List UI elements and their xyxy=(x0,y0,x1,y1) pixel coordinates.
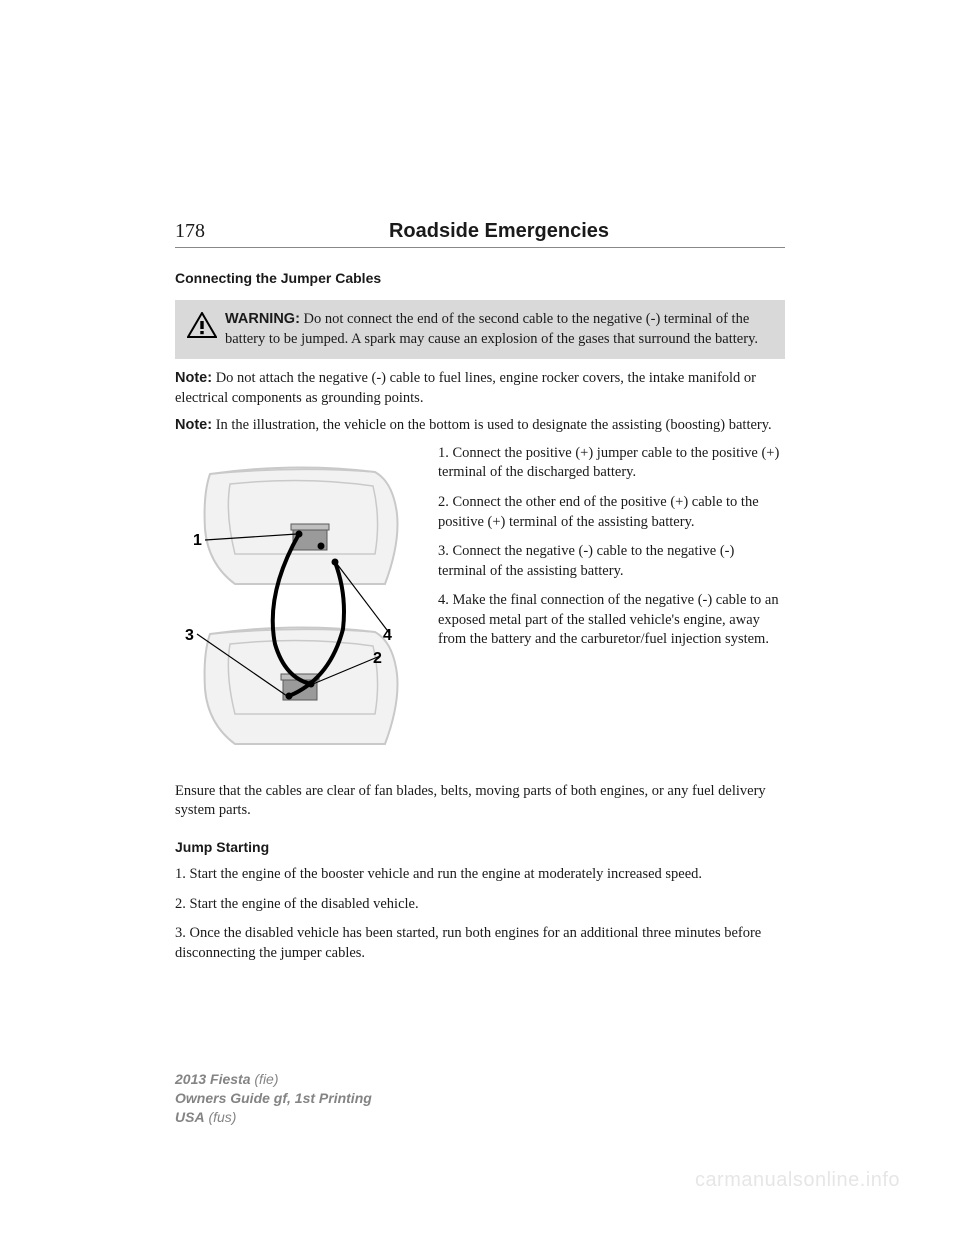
jump-step-3: 3. Once the disabled vehicle has been st… xyxy=(175,924,785,963)
page-header: 178 Roadside Emergencies xyxy=(175,220,785,248)
step-1: 1. Connect the positive (+) jumper cable… xyxy=(438,444,785,483)
jumper-diagram: 1 2 3 4 xyxy=(175,444,420,764)
note-2-text: In the illustration, the vehicle on the … xyxy=(212,417,772,433)
jump-step-1: 1. Start the engine of the booster vehic… xyxy=(175,865,785,885)
connection-steps: 1. Connect the positive (+) jumper cable… xyxy=(438,444,785,764)
chapter-title: Roadside Emergencies xyxy=(213,220,785,243)
diagram-callout-1: 1 xyxy=(193,532,202,550)
diagram-callout-3: 3 xyxy=(185,627,194,645)
jump-step-2: 2. Start the engine of the disabled vehi… xyxy=(175,895,785,915)
step-4: 4. Make the final connection of the nega… xyxy=(438,591,785,650)
footer-region-paren: (fus) xyxy=(205,1109,237,1125)
warning-label: WARNING: xyxy=(225,311,300,327)
warning-text: Do not connect the end of the second cab… xyxy=(225,311,758,347)
warning-box: WARNING: Do not connect the end of the s… xyxy=(175,300,785,359)
footer-guide: Owners Guide gf, 1st Printing xyxy=(175,1090,372,1106)
note-1-text: Do not attach the negative (-) cable to … xyxy=(175,370,756,406)
note-label: Note: xyxy=(175,417,212,433)
footer-model-paren: (fie) xyxy=(251,1071,279,1087)
clearance-note: Ensure that the cables are clear of fan … xyxy=(175,782,785,821)
note-2: Note: In the illustration, the vehicle o… xyxy=(175,416,785,436)
note-1: Note: Do not attach the negative (-) cab… xyxy=(175,369,785,408)
step-2: 2. Connect the other end of the positive… xyxy=(438,493,785,532)
warning-icon xyxy=(187,312,217,338)
diagram-callout-2: 2 xyxy=(373,650,382,668)
note-label: Note: xyxy=(175,370,212,386)
step-3: 3. Connect the negative (-) cable to the… xyxy=(438,542,785,581)
section-title: Connecting the Jumper Cables xyxy=(175,270,785,286)
subsection-title: Jump Starting xyxy=(175,839,785,855)
diagram-callout-4: 4 xyxy=(383,627,392,645)
footer-region: USA xyxy=(175,1109,205,1125)
watermark: carmanualsonline.info xyxy=(695,1169,900,1192)
page-number: 178 xyxy=(175,220,205,243)
footer-model: 2013 Fiesta xyxy=(175,1071,251,1087)
footer: 2013 Fiesta (fie) Owners Guide gf, 1st P… xyxy=(175,1070,372,1127)
